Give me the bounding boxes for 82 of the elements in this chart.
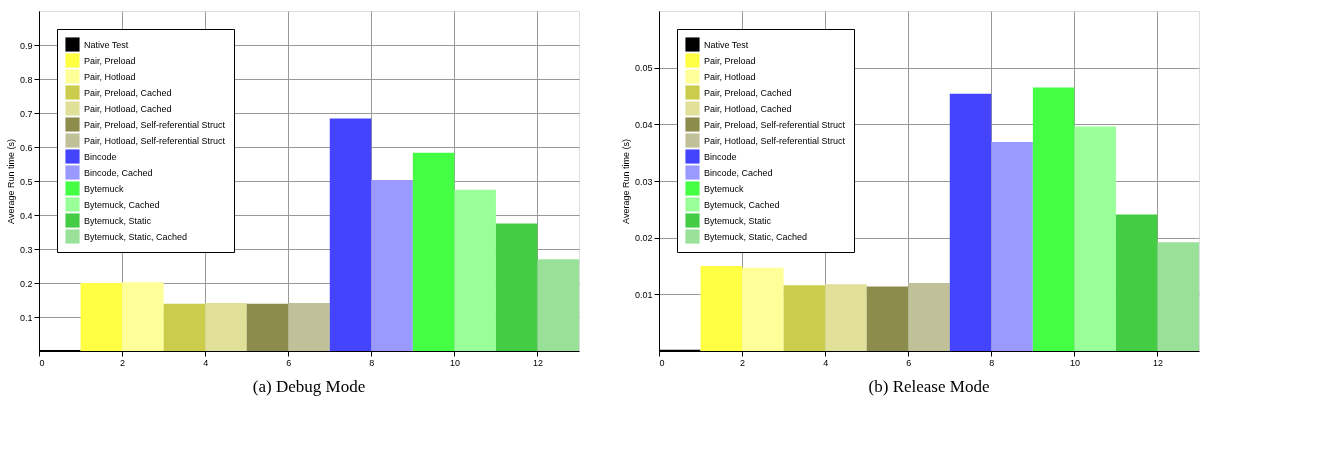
legend-label: Bincode, Cached [84, 167, 153, 178]
legend-label: Pair, Preload, Cached [704, 87, 792, 98]
bar [783, 285, 826, 351]
text: (a) Debug Mode [252, 377, 366, 396]
y-tick-label: 0.03 [634, 176, 653, 187]
legend-label: Bytemuck [704, 183, 745, 194]
bar [80, 283, 123, 351]
legend-label: Pair, Preload, Self-referential Struct [84, 119, 226, 130]
y-tick-label: 0.9 [19, 40, 33, 51]
bar [742, 267, 784, 351]
y-axis-title: Average Run time (s) [5, 139, 16, 224]
legend-label: Pair, Hotload, Self-referential Struct [704, 135, 846, 146]
x-tick-label: 0 [39, 357, 45, 368]
y-tick-label: 0.5 [19, 176, 33, 187]
y-tick-label: 0.05 [634, 63, 653, 74]
bar [1032, 87, 1075, 351]
legend-label: Native Test [84, 39, 129, 50]
legend-label: Bytemuck, Static, Cached [84, 231, 188, 242]
legend-label: Pair, Hotload [84, 71, 136, 82]
y-tick-label: 0.2 [19, 278, 33, 289]
x-tick-label: 10 [1069, 357, 1080, 368]
y-tick-label: 0.8 [19, 74, 33, 85]
bar [329, 118, 372, 351]
bar [288, 303, 330, 351]
x-tick-label: 4 [203, 357, 209, 368]
y-tick-label: 0.01 [634, 289, 653, 300]
legend-label: Pair, Hotload [704, 71, 756, 82]
x-tick-label: 12 [532, 357, 543, 368]
y-tick-label: 0.4 [19, 210, 33, 221]
y-tick-label: 0.04 [634, 119, 653, 130]
x-tick-label: 8 [369, 357, 375, 368]
bar [412, 152, 455, 351]
legend-label: Pair, Hotload, Cached [84, 103, 172, 114]
bar [825, 284, 867, 351]
legend-label: Pair, Preload [704, 55, 756, 66]
x-tick-label: 12 [1152, 357, 1163, 368]
legend-label: Bytemuck, Static, Cached [704, 231, 808, 242]
legend-label: Pair, Preload [84, 55, 136, 66]
x-tick-label: 6 [906, 357, 912, 368]
legend-label: Native Test [704, 39, 749, 50]
bar [991, 141, 1033, 351]
bar [1157, 242, 1199, 351]
legend-label: Pair, Hotload, Cached [704, 103, 792, 114]
bar [700, 266, 743, 351]
bar [1115, 214, 1158, 351]
y-tick-label: 0.1 [19, 312, 33, 323]
x-tick-label: 2 [120, 357, 126, 368]
y-tick-label: 0.3 [19, 244, 33, 255]
bar [122, 282, 164, 351]
legend-label: Bincode [704, 151, 737, 162]
bar [537, 259, 579, 351]
legend-label: Bytemuck, Static [704, 215, 772, 226]
legend-label: Bytemuck, Static [84, 215, 152, 226]
x-tick-label: 6 [286, 357, 292, 368]
bar [205, 303, 247, 351]
bar [908, 283, 950, 351]
x-tick-label: 2 [740, 357, 746, 368]
bar [246, 303, 289, 351]
bar [866, 286, 909, 351]
bar [454, 189, 496, 351]
x-tick-label: 10 [449, 357, 460, 368]
legend-label: Bytemuck, Cached [704, 199, 780, 210]
legend-label: Pair, Hotload, Self-referential Struct [84, 135, 226, 146]
bar [495, 223, 538, 351]
legend-label: Bytemuck, Cached [84, 199, 160, 210]
legend-label: Pair, Preload, Self-referential Struct [704, 119, 846, 130]
legend-label: Bytemuck [84, 183, 125, 194]
y-tick-label: 0.7 [19, 108, 33, 119]
legend-label: Bincode, Cached [704, 167, 773, 178]
legend-label: Pair, Preload, Cached [84, 87, 172, 98]
bar [163, 303, 206, 351]
text: (b) Release Mode [868, 377, 990, 396]
legend-label: Bincode [84, 151, 117, 162]
y-tick-label: 0.02 [634, 233, 653, 244]
x-tick-label: 8 [989, 357, 995, 368]
bar [949, 93, 992, 351]
bar [371, 179, 413, 351]
bar [1074, 126, 1116, 351]
x-tick-label: 0 [659, 357, 665, 368]
x-tick-label: 4 [823, 357, 829, 368]
y-tick-label: 0.6 [19, 142, 33, 153]
y-axis-title: Average Run time (s) [620, 139, 631, 224]
